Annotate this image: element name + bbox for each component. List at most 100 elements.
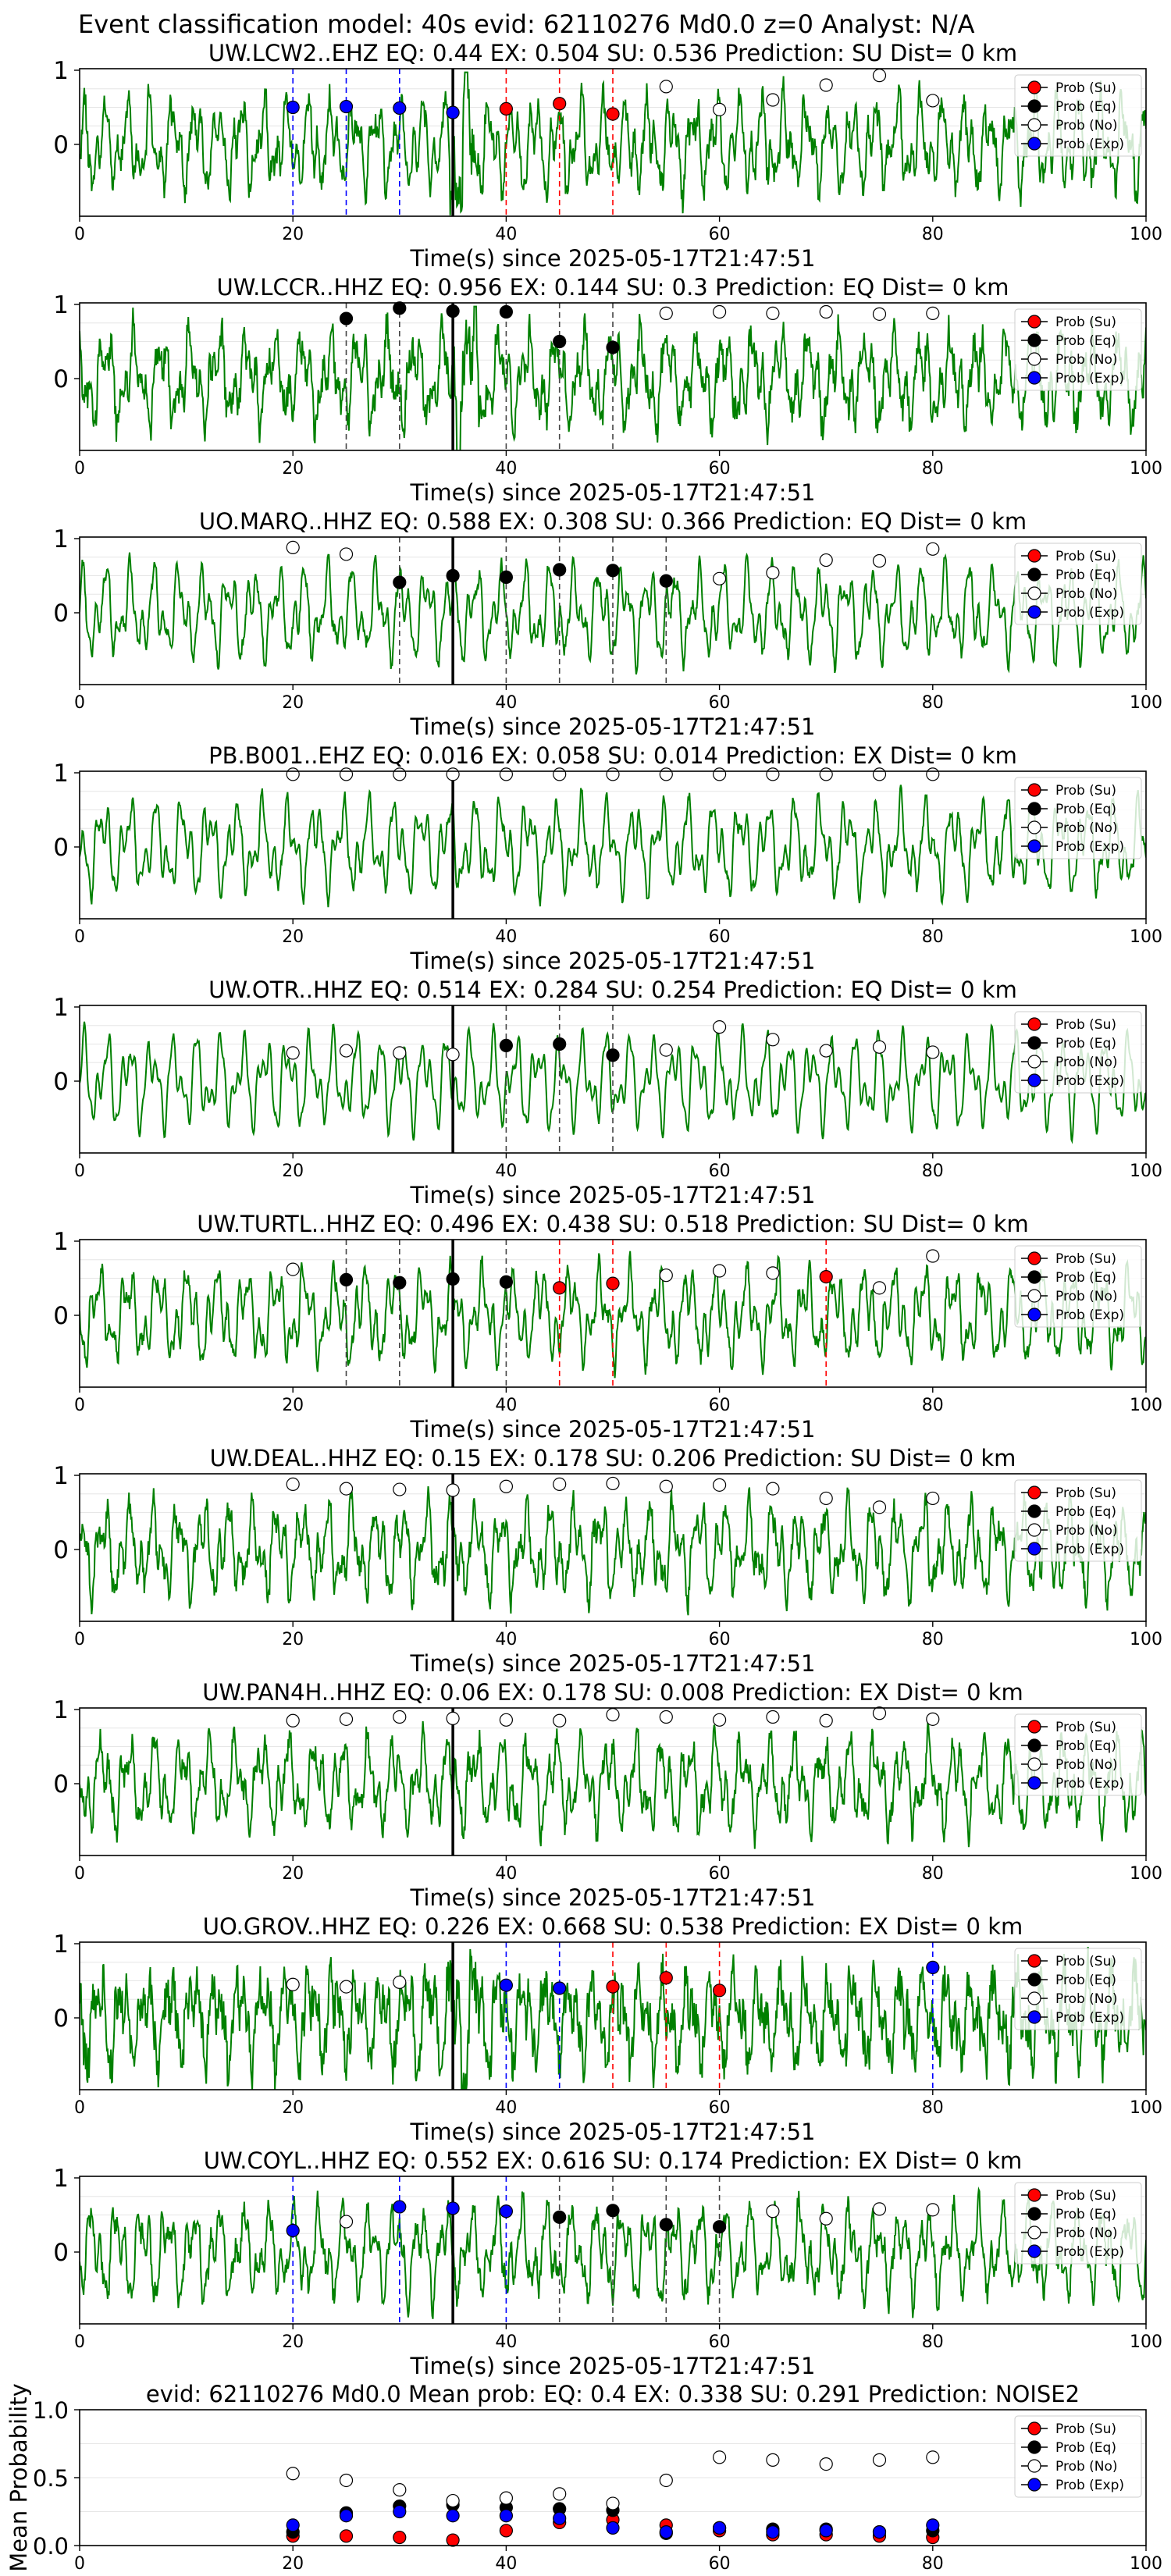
- mean-prob-point-no: [606, 2496, 620, 2510]
- mean-prob-point-no: [712, 2450, 727, 2464]
- prob-point-su: [499, 101, 514, 116]
- y-tick-label: 0: [53, 365, 69, 393]
- x-tick-label: 0: [74, 927, 85, 947]
- prob-point-no: [926, 2203, 940, 2217]
- y-tick-label: 1.0: [33, 2397, 69, 2424]
- x-axis-label: Time(s) since 2025-05-17T21:47:51: [410, 1416, 816, 1443]
- legend-marker-no: [1027, 1289, 1041, 1303]
- prob-point-eq: [606, 1048, 620, 1062]
- chart-panel-9: UO.GROV..HHZ EQ: 0.226 EX: 0.668 SU: 0.5…: [53, 1913, 1162, 2145]
- mean-prob-point-su: [339, 2529, 354, 2543]
- x-tick-label: 100: [1130, 2554, 1162, 2574]
- legend-label: Prob (Eq): [1055, 1270, 1116, 1286]
- x-axis-label: Time(s) since 2025-05-17T21:47:51: [410, 1650, 816, 1677]
- plot-frame: [79, 68, 1147, 217]
- legend-marker-no: [1027, 118, 1041, 132]
- x-tick-label: 20: [282, 1162, 304, 1181]
- legend-marker-exp: [1027, 2010, 1041, 2024]
- chart-panel-4: PB.B001..EHZ EQ: 0.016 EX: 0.058 SU: 0.0…: [53, 742, 1162, 974]
- prob-point-eq: [553, 563, 567, 577]
- prob-point-eq: [499, 1038, 514, 1053]
- legend-marker-no: [1027, 352, 1041, 366]
- legend-box: [1014, 1713, 1142, 1796]
- prob-point-no: [339, 1712, 354, 1726]
- x-tick-label: 80: [922, 2098, 944, 2118]
- legend-label: Prob (Exp): [1055, 137, 1124, 152]
- legend-marker-su: [1027, 2421, 1041, 2435]
- mean-prob-point-exp: [339, 2509, 354, 2523]
- prob-point-no: [926, 542, 940, 556]
- legend-box: [1014, 308, 1142, 391]
- legend-label: Prob (Eq): [1055, 2440, 1116, 2456]
- legend-label: Prob (Exp): [1055, 2010, 1124, 2026]
- prob-point-su: [712, 1984, 727, 1998]
- panel-title: UO.MARQ..HHZ EQ: 0.588 EX: 0.308 SU: 0.3…: [199, 508, 1027, 535]
- prob-point-su: [606, 107, 620, 121]
- legend-label: Prob (No): [1055, 820, 1118, 836]
- prob-point-no: [766, 566, 780, 580]
- mean-prob-point-exp: [606, 2521, 620, 2535]
- x-tick-label: 0: [74, 693, 85, 713]
- legend-label: Prob (Su): [1055, 549, 1116, 564]
- x-tick-label: 40: [495, 2098, 517, 2118]
- legend-label: Prob (Su): [1055, 783, 1116, 799]
- prob-point-su: [606, 1980, 620, 1994]
- legend-marker-su: [1027, 1954, 1041, 1968]
- prob-point-no: [872, 1500, 887, 1514]
- x-tick-label: 20: [282, 2098, 304, 2118]
- plot-frame: [79, 1005, 1147, 1154]
- x-tick-label: 40: [495, 459, 517, 479]
- x-tick-label: 40: [495, 1162, 517, 1181]
- y-tick-label: 1: [53, 1462, 69, 1490]
- y-tick-label: 0.5: [33, 2465, 69, 2492]
- x-tick-label: 80: [922, 225, 944, 244]
- legend-label: Prob (Su): [1055, 1251, 1116, 1267]
- prob-point-exp: [926, 1960, 940, 1974]
- prob-point-no: [766, 1710, 780, 1724]
- legend-box: [1014, 2182, 1142, 2265]
- prob-point-eq: [446, 304, 460, 318]
- prob-point-exp: [339, 99, 354, 114]
- x-tick-label: 0: [74, 1396, 85, 1415]
- legend-marker-su: [1027, 315, 1041, 329]
- y-tick-label: 1: [53, 291, 69, 319]
- prob-point-no: [766, 767, 780, 781]
- x-tick-label: 0: [74, 2332, 85, 2352]
- legend-label: Prob (Exp): [1055, 1776, 1124, 1791]
- legend-label: Prob (Su): [1055, 2188, 1116, 2204]
- waveform-trace: [80, 2186, 1146, 2319]
- prob-point-no: [926, 306, 940, 320]
- prob-point-eq: [553, 1037, 567, 1051]
- y-tick-label: 0: [53, 1068, 69, 1096]
- prob-point-no: [339, 547, 354, 561]
- prob-point-no: [659, 1268, 673, 1283]
- prob-point-no: [766, 1266, 780, 1280]
- chart-panel-10: UW.COYL..HHZ EQ: 0.552 EX: 0.616 SU: 0.1…: [53, 2147, 1162, 2379]
- legend-label: Prob (Eq): [1055, 333, 1116, 349]
- prob-point-no: [339, 2215, 354, 2229]
- x-tick-label: 60: [709, 1864, 731, 1884]
- x-axis-label: Time(s) since 2025-05-17T21:47:51: [410, 2353, 816, 2379]
- prob-point-no: [446, 1711, 460, 1725]
- prob-point-no: [393, 1046, 407, 1060]
- x-tick-label: 80: [922, 1630, 944, 1649]
- waveform-trace: [80, 71, 1146, 215]
- x-tick-label: 60: [709, 1396, 731, 1415]
- chart-panel-11: evid: 62110276 Md0.0 Mean prob: EQ: 0.4 …: [5, 2381, 1162, 2574]
- prob-point-exp: [393, 2200, 407, 2214]
- prob-point-no: [712, 1478, 727, 1492]
- legend-marker-eq: [1027, 2440, 1041, 2454]
- y-tick-label: 0: [53, 600, 69, 628]
- legend-label: Prob (Eq): [1055, 1504, 1116, 1520]
- prob-point-eq: [553, 334, 567, 349]
- prob-point-no: [872, 767, 887, 781]
- prob-point-no: [553, 1713, 567, 1727]
- chart-panel-3: UO.MARQ..HHZ EQ: 0.588 EX: 0.308 SU: 0.3…: [53, 508, 1162, 740]
- prob-point-no: [659, 306, 673, 320]
- y-tick-label: 1: [53, 994, 69, 1022]
- prob-point-no: [286, 1477, 300, 1492]
- x-tick-label: 60: [709, 693, 731, 713]
- prob-point-exp: [446, 2201, 460, 2215]
- prob-point-no: [766, 1482, 780, 1496]
- legend-marker-no: [1027, 1757, 1041, 1771]
